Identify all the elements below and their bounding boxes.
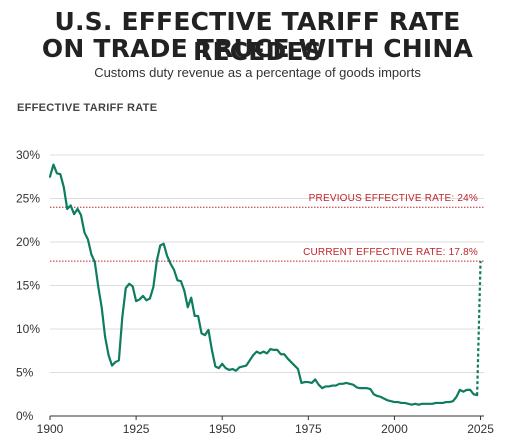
- axes: 0% 5% 10% 15% 20% 25% 30% 1900 1925 1950 1975 2000 2…: [16, 148, 494, 436]
- y-tick-label: 15%: [16, 279, 40, 293]
- y-tick-label: 30%: [16, 148, 40, 162]
- y-tick-label: 20%: [16, 235, 40, 249]
- chart-title-line-1: U.S. EFFECTIVE TARIFF RATE RECEDES: [54, 7, 461, 66]
- y-axis-title: EFFECTIVE TARIFF RATE: [17, 102, 158, 114]
- chart-title-line-2: ON TRADE TRUCE WITH CHINA: [41, 34, 474, 63]
- x-tick-label: 2000: [381, 422, 408, 436]
- y-tick-label: 5%: [16, 366, 34, 380]
- data-series: [48, 163, 482, 406]
- chart-subtitle: Customs duty revenue as a percentage of …: [94, 65, 421, 80]
- reference-label-current: CURRENT EFFECTIVE RATE: 17.8%: [303, 247, 478, 258]
- x-tick-label: 1950: [209, 422, 236, 436]
- y-tick-label: 0%: [16, 409, 34, 423]
- x-tick-label: 1900: [37, 422, 64, 436]
- y-tick-label: 10%: [16, 322, 40, 336]
- y-tick-label: 25%: [16, 192, 40, 206]
- reference-lines: PREVIOUS EFFECTIVE RATE: 24% CURRENT EFFE…: [50, 193, 484, 262]
- gridlines: [50, 154, 484, 373]
- reference-label-previous: PREVIOUS EFFECTIVE RATE: 24%: [309, 193, 478, 204]
- projected-rate-line: [476, 261, 482, 396]
- tariff-rate-line: [48, 163, 479, 406]
- x-tick-label: 1975: [295, 422, 322, 436]
- x-tick-label: 1925: [123, 422, 150, 436]
- x-tick-label: 2025: [467, 422, 494, 436]
